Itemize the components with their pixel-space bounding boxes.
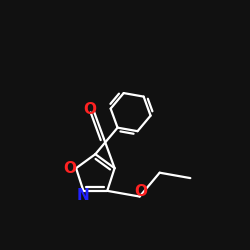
Text: O: O	[83, 102, 96, 117]
Text: O: O	[134, 184, 147, 199]
Text: N: N	[77, 188, 90, 203]
Text: O: O	[63, 161, 76, 176]
